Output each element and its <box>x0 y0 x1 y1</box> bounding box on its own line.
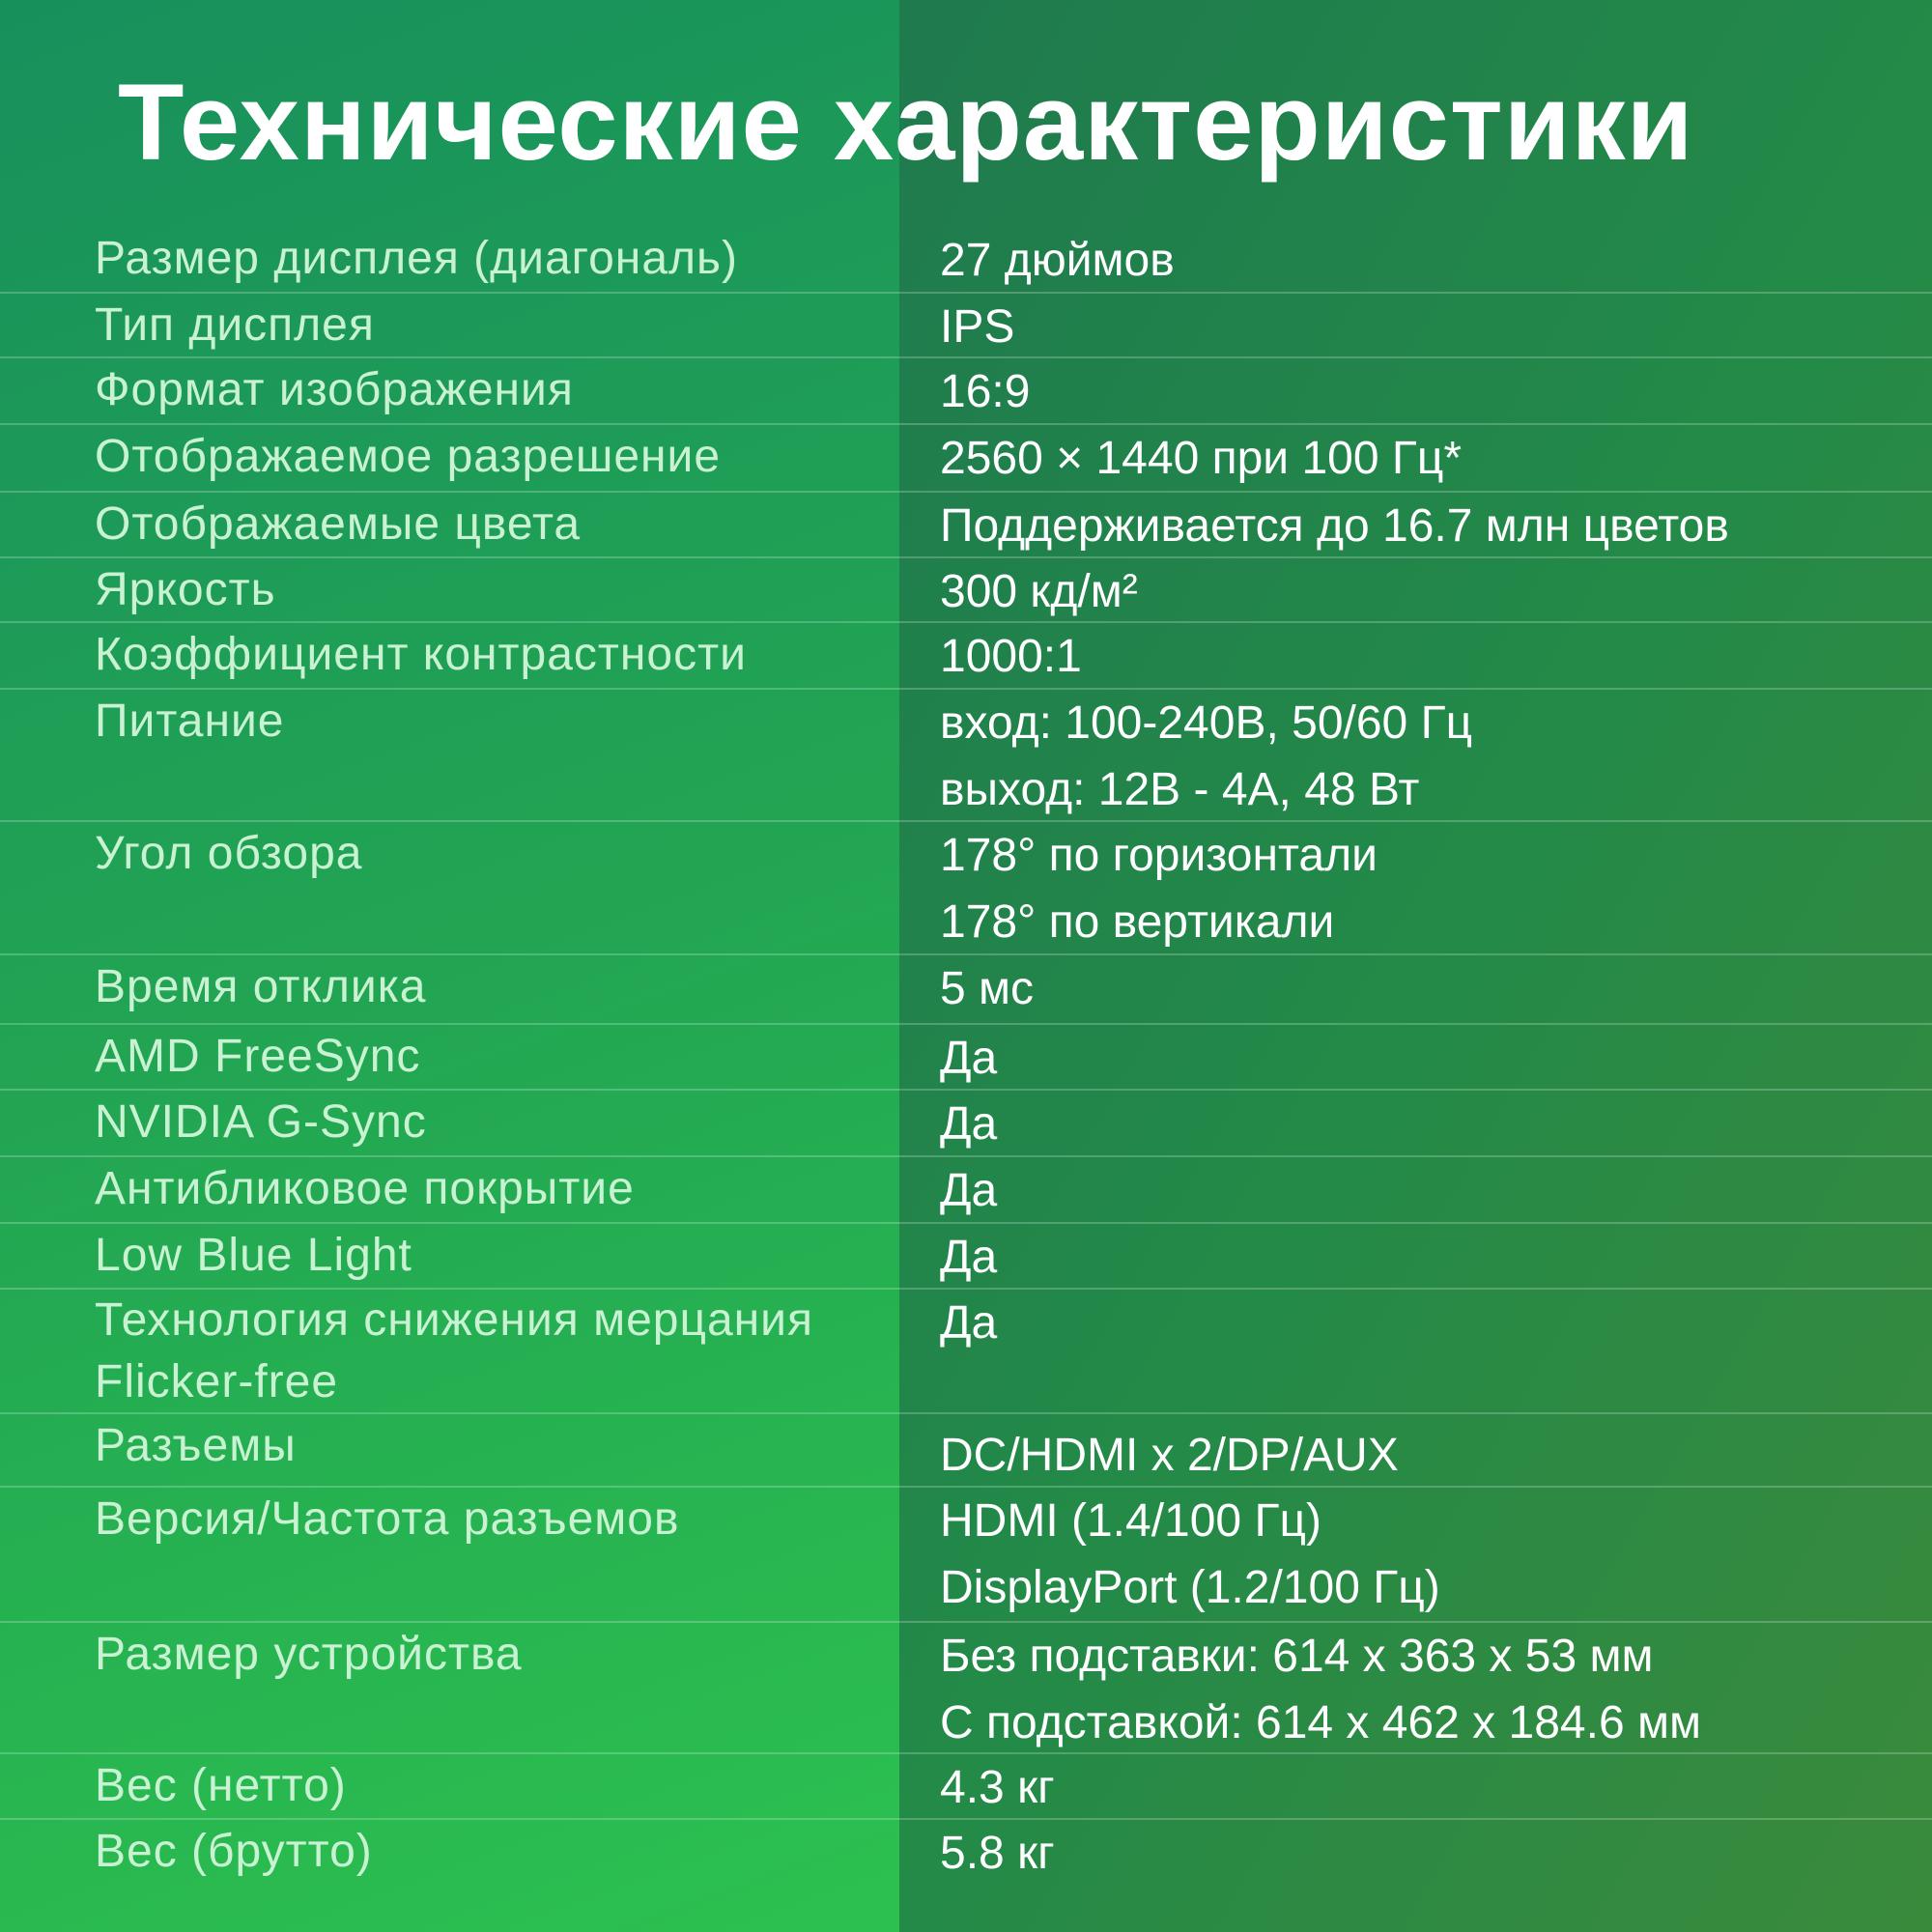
spec-value-line: 178° по горизонтали <box>940 830 1378 881</box>
spec-label: Версия/Частота разъемов <box>95 1493 680 1545</box>
spec-value: Да <box>899 1157 997 1222</box>
spec-value: 1000:1 <box>899 623 1082 688</box>
spec-value: Да <box>899 1025 997 1089</box>
spec-label: Low Blue Light <box>95 1230 412 1281</box>
spec-value-line: 1000:1 <box>940 631 1082 682</box>
spec-value-line: вход: 100-240В, 50/60 Гц <box>940 697 1473 749</box>
spec-value: 16:9 <box>899 358 1030 423</box>
spec-label: Яркость <box>95 564 276 615</box>
spec-value-line: Да <box>940 1098 998 1150</box>
spec-row: Размер дисплея (диагональ) 27 дюймов <box>0 227 1932 294</box>
spec-row: Версия/Частота разъемов HDMI (1.4/100 Гц)… <box>0 1488 1932 1623</box>
spec-label: Угол обзора <box>95 828 363 879</box>
spec-value-line: DC/HDMI x 2/DP/AUX <box>940 1430 1399 1481</box>
spec-value-line: 178° по вертикали <box>940 896 1335 948</box>
spec-value: IPS <box>899 294 1014 356</box>
spec-value: Да <box>899 1224 997 1288</box>
spec-value: 300 кд/м² <box>899 558 1138 621</box>
spec-label: Вес (брутто) <box>95 1826 373 1877</box>
spec-row: Размер устройства Без подставки: 614 x 36… <box>0 1623 1932 1754</box>
spec-table: Размер дисплея (диагональ) 27 дюймов Тип д… <box>0 227 1932 1888</box>
spec-value: DC/HDMI x 2/DP/AUX <box>899 1414 1399 1486</box>
page-title: Технические характеристики <box>118 62 1694 183</box>
spec-value: Да <box>899 1091 997 1155</box>
spec-value-line: выход: 12В - 4А, 48 Вт <box>940 764 1420 815</box>
left-panel-background <box>0 0 899 1932</box>
spec-value-line: Без подставки: 614 x 363 x 53 мм <box>940 1631 1654 1682</box>
spec-value: 27 дюймов <box>899 227 1175 292</box>
spec-row: Тип дисплея IPS <box>0 294 1932 358</box>
spec-row: Вес (нетто) 4.3 кг <box>0 1754 1932 1820</box>
spec-value: 5 мс <box>899 955 1034 1023</box>
spec-value: 5.8 кг <box>899 1820 1055 1888</box>
spec-label: Питание <box>95 696 285 747</box>
spec-label: Антибликовое покрытие <box>95 1163 635 1214</box>
spec-row: Угол обзора 178° по горизонтали 178° по ве… <box>0 822 1932 955</box>
spec-label: Время отклика <box>95 961 427 1012</box>
spec-label: Формат изображения <box>95 364 574 415</box>
spec-row: Вес (брутто) 5.8 кг <box>0 1820 1932 1888</box>
right-panel-background <box>899 0 1932 1932</box>
spec-row: Отображаемое разрешение 2560 × 1440 при 1… <box>0 425 1932 493</box>
spec-row: Разъемы DC/HDMI x 2/DP/AUX <box>0 1414 1932 1488</box>
spec-value: 2560 × 1440 при 100 Гц* <box>899 425 1462 491</box>
spec-row: Технология снижения мерцания Flicker-fre… <box>0 1290 1932 1414</box>
spec-value-line: Да <box>940 1033 998 1084</box>
spec-value-line: Да <box>940 1165 998 1216</box>
spec-row: AMD FreeSync Да <box>0 1025 1932 1091</box>
spec-value-line: С подставкой: 614 x 462 x 184.6 мм <box>940 1697 1701 1748</box>
spec-value: Без подставки: 614 x 363 x 53 мм С подста… <box>899 1623 1701 1752</box>
spec-row: Low Blue Light Да <box>0 1224 1932 1290</box>
spec-label: Тип дисплея <box>95 299 375 351</box>
spec-value-line: IPS <box>940 301 1015 353</box>
spec-value-line: 5 мс <box>940 963 1035 1014</box>
spec-label: Вес (нетто) <box>95 1760 347 1811</box>
spec-value-line: Поддерживается до 16.7 млн цветов <box>940 500 1729 552</box>
spec-value-line: 16:9 <box>940 366 1031 417</box>
spec-label: Разъемы <box>95 1420 297 1471</box>
spec-value-line: Да <box>940 1232 998 1283</box>
spec-row: Время отклика 5 мс <box>0 955 1932 1025</box>
spec-label: Отображаемое разрешение <box>95 431 722 482</box>
spec-label: Размер дисплея (диагональ) <box>95 233 739 284</box>
spec-row: Антибликовое покрытие Да <box>0 1157 1932 1224</box>
spec-value-line: DisplayPort (1.2/100 Гц) <box>940 1562 1440 1613</box>
spec-value: Поддерживается до 16.7 млн цветов <box>899 493 1729 556</box>
spec-value-line: 4.3 кг <box>940 1762 1055 1813</box>
spec-value: вход: 100-240В, 50/60 Гц выход: 12В - 4А,… <box>899 690 1472 820</box>
spec-label: Технология снижения мерцания Flicker-fre… <box>95 1294 813 1407</box>
spec-row: Коэффициент контрастности 1000:1 <box>0 623 1932 690</box>
spec-value: HDMI (1.4/100 Гц) DisplayPort (1.2/100 Гц… <box>899 1488 1440 1621</box>
spec-value-line: 300 кд/м² <box>940 566 1138 617</box>
spec-label: Коэффициент контрастности <box>95 629 747 680</box>
spec-value: 178° по горизонтали 178° по вертикали <box>899 822 1378 953</box>
spec-value-line: 5.8 кг <box>940 1828 1055 1879</box>
spec-value-line: 2560 × 1440 при 100 Гц* <box>940 433 1463 484</box>
spec-value-line: HDMI (1.4/100 Гц) <box>940 1495 1321 1547</box>
spec-row: Питание вход: 100-240В, 50/60 Гц выход: 12… <box>0 690 1932 822</box>
spec-value: Да <box>899 1290 997 1412</box>
spec-row: Яркость 300 кд/м² <box>0 558 1932 623</box>
spec-row: Формат изображения 16:9 <box>0 358 1932 425</box>
spec-value: 4.3 кг <box>899 1754 1055 1818</box>
spec-value-line: 27 дюймов <box>940 235 1175 286</box>
spec-label: AMD FreeSync <box>95 1031 421 1082</box>
spec-row: Отображаемые цвета Поддерживается до 16.7… <box>0 493 1932 558</box>
spec-label: NVIDIA G-Sync <box>95 1096 427 1148</box>
spec-row: NVIDIA G-Sync Да <box>0 1091 1932 1157</box>
spec-label: Размер устройства <box>95 1629 523 1680</box>
spec-value-line: Да <box>940 1297 998 1349</box>
spec-label: Отображаемые цвета <box>95 498 582 550</box>
